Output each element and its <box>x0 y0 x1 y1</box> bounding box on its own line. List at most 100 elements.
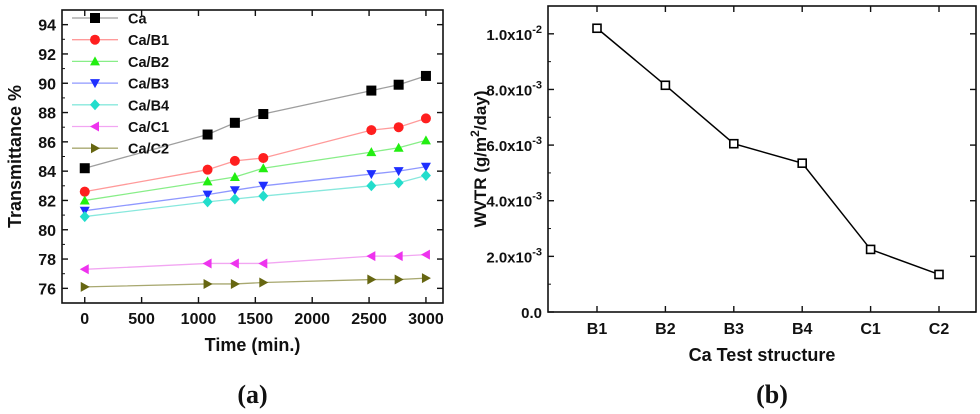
x-tick-label-a: 2500 <box>351 311 387 328</box>
plot-frame-b <box>547 5 977 313</box>
data-point-ca-b1 <box>420 113 431 124</box>
data-point-ca <box>202 129 213 140</box>
panel-b: B1 B2 B3 B4 C1 C2 0.0 2.0x10-3 4.0x10-3 6.0x10-3 8… <box>468 5 977 409</box>
data-point-ca-c1 <box>79 264 89 275</box>
data-point-ca-b3 <box>420 162 431 172</box>
legend-marker <box>91 143 100 154</box>
data-point-ca-c2 <box>203 278 213 289</box>
y-tick-label-b: 0.0 <box>521 305 542 322</box>
data-point-ca-c2 <box>421 273 431 284</box>
data-point-wvtr <box>934 269 944 280</box>
data-point-ca-b1 <box>393 122 404 133</box>
y-tick-label-a: 82 <box>38 193 56 210</box>
data-point-ca-b2 <box>420 135 431 145</box>
x-tick-label-b: B2 <box>655 321 676 338</box>
axes-b: B1 B2 B3 B4 C1 C2 0.0 2.0x10-3 4.0x10-3 6.0x10-3 8… <box>486 6 976 338</box>
legend-label: Ca/B2 <box>128 55 169 71</box>
x-tick-label-b: C1 <box>860 321 881 338</box>
y-tick-label-b: 1.0x10-2 <box>486 24 542 44</box>
legend-label: Ca/C2 <box>128 142 169 158</box>
data-point-wvtr <box>865 244 876 255</box>
legend-marker <box>90 99 100 111</box>
y-tick-label-b: 2.0x10-3 <box>486 246 542 266</box>
panel-a: 0 500 1000 1500 2000 2500 3000 76 78 80 82 84 86 88 90… <box>5 9 444 409</box>
legend-a: Ca Ca/B1 Ca/B2 Ca/B3 Ca/B4 Ca/C1 Ca/C2 <box>72 12 169 158</box>
x-axis-label-b: Ca Test structure <box>689 345 836 365</box>
x-axis-label-a: Time (min.) <box>205 335 301 355</box>
data-point-ca-c1 <box>202 258 212 269</box>
x-tick-label-b: B1 <box>587 321 608 338</box>
data-point-ca-b4 <box>79 211 90 223</box>
series-a <box>79 70 431 292</box>
data-point-ca-c1 <box>420 249 430 260</box>
data-point-ca-b2 <box>258 163 269 173</box>
data-point-ca-c2 <box>394 274 404 285</box>
legend-label: Ca/C1 <box>128 120 169 136</box>
y-axis-label-b: WVTR (g/m2/day) <box>468 90 490 227</box>
data-point-ca-b2 <box>79 195 90 205</box>
x-tick-label-b: B4 <box>792 321 813 338</box>
legend-marker <box>90 56 100 66</box>
data-point-wvtr <box>797 158 808 168</box>
legend-marker <box>90 34 100 45</box>
data-point-ca-c2 <box>367 274 377 285</box>
data-point-ca-b3 <box>366 170 377 180</box>
series-b <box>592 23 944 280</box>
data-point-ca-b2 <box>393 142 404 152</box>
data-point-ca-b2 <box>366 147 377 157</box>
data-point-ca-c1 <box>393 251 403 262</box>
data-point-ca <box>366 85 377 96</box>
legend-marker <box>90 121 99 132</box>
data-point-wvtr <box>728 138 739 149</box>
y-tick-label-a: 88 <box>38 106 56 123</box>
y-tick-label-b: 4.0x10-3 <box>486 191 542 211</box>
data-point-ca-b1 <box>229 155 240 166</box>
data-point-ca-c1 <box>229 258 239 269</box>
data-point-ca-b4 <box>258 190 269 202</box>
legend-marker <box>90 13 100 23</box>
x-tick-label-a: 1000 <box>181 311 217 328</box>
data-point-ca-b2 <box>202 176 213 186</box>
x-tick-label-a: 0 <box>80 311 89 328</box>
data-point-ca <box>393 79 404 90</box>
data-point-ca-b3 <box>393 167 404 177</box>
data-point-ca-b3 <box>229 186 240 196</box>
legend-marker <box>90 79 100 89</box>
data-point-ca-c1 <box>366 251 376 262</box>
data-point-ca-b4 <box>202 196 213 208</box>
legend-label: Ca/B1 <box>128 33 169 49</box>
x-tick-label-b: B3 <box>724 321 745 338</box>
y-tick-label-a: 94 <box>38 18 56 35</box>
y-tick-label-a: 92 <box>38 47 56 64</box>
y-tick-label-a: 90 <box>38 76 56 93</box>
data-point-wvtr <box>660 80 671 91</box>
data-point-ca <box>229 117 240 128</box>
data-point-ca-b4 <box>393 177 404 189</box>
x-tick-label-a: 2000 <box>294 311 330 328</box>
y-tick-label-a: 86 <box>38 135 56 152</box>
data-point-ca-b4 <box>366 180 377 192</box>
data-point-wvtr <box>592 23 602 34</box>
data-point-ca-b3 <box>202 190 213 200</box>
legend-label: Ca/B4 <box>128 98 169 114</box>
data-point-ca-c2 <box>80 281 90 292</box>
data-point-ca-b1 <box>79 186 90 197</box>
y-tick-label-a: 80 <box>38 223 56 240</box>
data-point-ca-c2 <box>230 278 240 289</box>
y-tick-label-b: 8.0x10-3 <box>486 79 542 99</box>
panel-label-b: (b) <box>756 380 788 409</box>
x-tick-label-a: 500 <box>128 311 155 328</box>
series-line-wvtr <box>596 27 940 276</box>
data-point-ca-b4 <box>420 170 431 182</box>
data-point-ca-b2 <box>229 172 240 182</box>
y-axis-label-a: Transmittance % <box>5 85 25 228</box>
data-point-ca-b4 <box>229 193 240 205</box>
y-tick-label-a: 84 <box>38 164 56 181</box>
y-tick-label-a: 76 <box>38 281 56 298</box>
data-point-ca-b1 <box>258 152 269 163</box>
panel-label-a: (a) <box>237 380 267 409</box>
axes-a: 0 500 1000 1500 2000 2500 3000 76 78 80 82 84 86 88 90… <box>38 10 444 328</box>
legend-label: Ca <box>128 12 147 28</box>
x-tick-label-a: 3000 <box>408 311 444 328</box>
